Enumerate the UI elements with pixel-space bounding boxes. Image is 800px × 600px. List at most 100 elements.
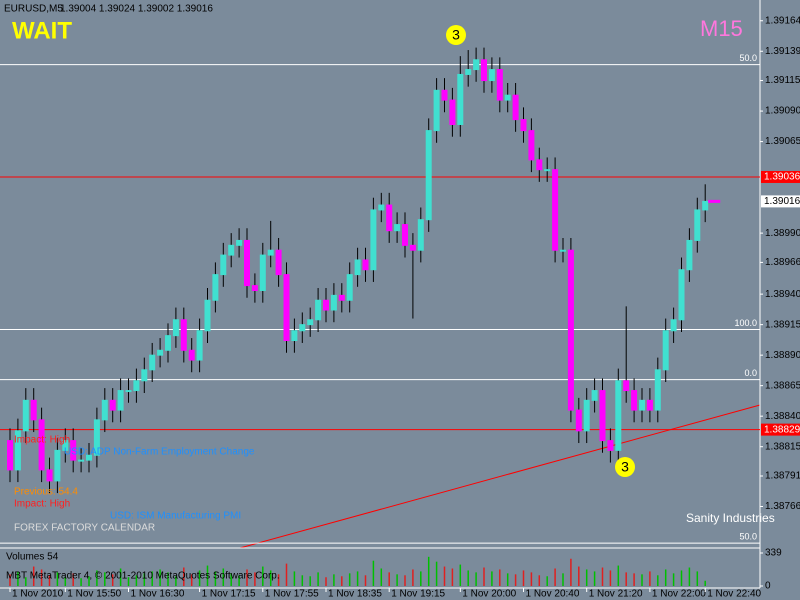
candle-body [165, 335, 171, 351]
x-tick-label: 1 Nov 19:15 [391, 589, 445, 600]
candle-body [78, 459, 85, 462]
y-tick-label: 1.38815 [765, 441, 800, 452]
candle-body [141, 369, 148, 382]
candle-body [441, 89, 448, 101]
candle-body [133, 380, 140, 392]
candle-body [394, 224, 401, 232]
candle-body [544, 169, 551, 172]
y-tick-label: 1.38766 [765, 501, 800, 512]
candle-body [117, 390, 124, 411]
candle-body [86, 454, 92, 461]
candle-body [631, 390, 638, 411]
candle-body [488, 69, 495, 82]
level-label: 50.0 [739, 53, 757, 63]
candle-body [702, 200, 709, 211]
y-tick-label: 1.38990 [765, 228, 800, 239]
news-impact: Impact: High [14, 499, 70, 510]
plot-area: 1.39164 1.39139 1.39115 1.39090 1.39065 1.389… [0, 15, 800, 600]
x-tick-label: 1 Nov 20:00 [462, 589, 516, 600]
price-line-label: 1.39036 [764, 172, 800, 183]
y-tick-label: 1.39090 [765, 106, 800, 117]
candle-body [46, 469, 53, 482]
x-tick-label: 1 Nov 2010 [12, 589, 64, 600]
level-label: 100.0 [734, 318, 757, 328]
candle-body [654, 369, 661, 411]
candle-body [646, 399, 653, 411]
candle-body [93, 419, 100, 456]
y-tick-label: 1.38890 [765, 350, 800, 361]
candle-body [504, 94, 511, 101]
x-tick-label: 1 Nov 22:40 [707, 589, 761, 600]
y-tick-label: 1.38940 [765, 289, 800, 300]
candle-body [228, 244, 235, 256]
brand: Sanity Industries [686, 511, 775, 525]
candle-body [259, 254, 266, 291]
y-tick-label: 1.38791 [765, 471, 800, 482]
candle-body [54, 449, 61, 482]
candle-body [109, 399, 116, 411]
candle-body [528, 130, 535, 161]
candle-body [70, 440, 77, 461]
y-tick-label: 1.38865 [765, 380, 800, 391]
candle-body [425, 130, 432, 221]
last-price-badge [761, 195, 800, 208]
y-tick-label: 1.38966 [765, 257, 800, 268]
candle-body [315, 299, 322, 321]
candle-body [291, 330, 298, 342]
price-line-badge [761, 423, 800, 436]
candle-body [323, 299, 329, 311]
level-label: 50.0 [739, 531, 757, 541]
candle-body [14, 430, 21, 471]
news-previous: Previous: 54.4 [14, 487, 78, 498]
candle-body [101, 399, 108, 421]
y-tick-label: 1.39164 [765, 15, 800, 26]
last-price-label: 1.39016 [764, 196, 800, 207]
price-line-badge [761, 170, 800, 183]
candle-body [236, 239, 243, 246]
candle-body [338, 294, 345, 301]
candle-body [473, 59, 480, 71]
candle-body [370, 209, 377, 271]
x-tick-label: 1 Nov 20:40 [526, 589, 580, 600]
volume-title: Volumes 54 [6, 552, 59, 563]
candle-body [22, 399, 29, 432]
marker-label: 3 [452, 27, 460, 43]
copyright: MBT MetaTrader 4, © 2001-2010 MetaQuotes… [6, 571, 280, 582]
candle-body [275, 249, 282, 276]
news-impact: Impact: High [14, 435, 70, 446]
x-tick-label: 1 Nov 15:50 [67, 589, 121, 600]
candle-body [346, 274, 353, 301]
y-tick-label: 1.39115 [765, 75, 800, 86]
trend-line [239, 404, 761, 549]
x-tick-label: 1 Nov 17:55 [265, 589, 319, 600]
candle-body [552, 169, 559, 251]
candle-body [520, 119, 527, 132]
y-tick-label: 1.39139 [765, 46, 800, 57]
candle-body [38, 419, 45, 471]
x-tick-label: 1 Nov 21:20 [589, 589, 643, 600]
candle-body [433, 89, 440, 132]
candle-body [417, 219, 424, 251]
candle-body [686, 239, 693, 271]
marker-circle [615, 457, 635, 477]
candle-body [615, 380, 622, 451]
candle-body [149, 354, 156, 371]
price-line-label: 1.38829 [764, 424, 800, 435]
candle-body [7, 440, 13, 471]
candle-body [481, 59, 487, 82]
candle-body [30, 399, 37, 421]
candle-body [670, 319, 677, 332]
candle-body [62, 440, 69, 451]
candle-body [299, 324, 306, 332]
volume-tick-label: 0 [765, 581, 771, 592]
candle-body [599, 390, 606, 442]
candle-body [583, 399, 590, 432]
level-label: 0.0 [744, 368, 757, 378]
candle-body [449, 99, 456, 125]
news-event: USD: ISM Manufacturing PMI [110, 511, 241, 522]
candle-body [496, 69, 503, 101]
marker-circle [446, 25, 466, 45]
candle-body [330, 294, 337, 311]
candle-body [220, 254, 227, 276]
